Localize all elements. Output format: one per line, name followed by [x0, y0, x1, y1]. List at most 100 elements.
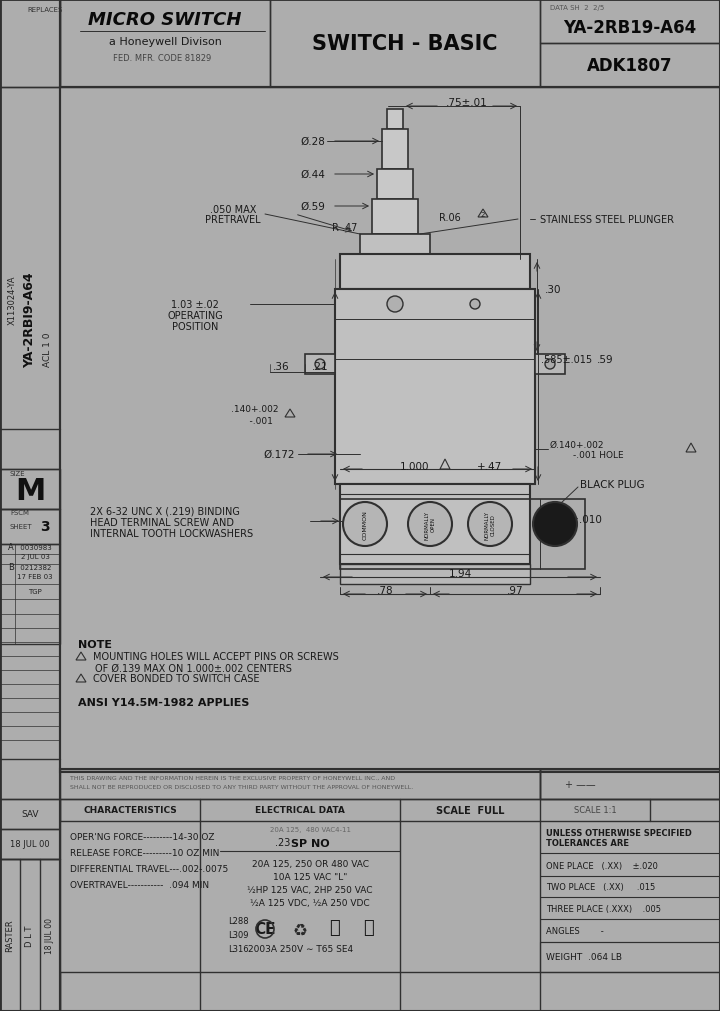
- Circle shape: [468, 502, 512, 547]
- Text: THIS DRAWING AND THE INFORMATION HEREIN IS THE EXCLUSIVE PROPERTY OF HONEYWELL I: THIS DRAWING AND THE INFORMATION HEREIN …: [70, 774, 395, 779]
- Text: PRETRAVEL: PRETRAVEL: [205, 214, 261, 224]
- Bar: [60, 0, 270, 88]
- Circle shape: [545, 360, 555, 370]
- Bar: [60, 88, 720, 772]
- Text: OF Ø.139 MAX ON 1.000±.002 CENTERS: OF Ø.139 MAX ON 1.000±.002 CENTERS: [95, 663, 292, 673]
- Text: 2: 2: [481, 211, 485, 217]
- Circle shape: [470, 299, 480, 309]
- Bar: [0, 510, 60, 545]
- Text: L316: L316: [228, 944, 248, 953]
- Text: Ⓤ: Ⓤ: [330, 918, 341, 936]
- Bar: [382, 129, 408, 170]
- Text: .78: .78: [377, 585, 393, 595]
- Text: -.001 HOLE: -.001 HOLE: [550, 451, 624, 460]
- Text: MICRO SWITCH: MICRO SWITCH: [89, 11, 242, 29]
- Text: SHALL NOT BE REPRODUCED OR DISCLOSED TO ANY THIRD PARTY WITHOUT THE APPROVAL OF : SHALL NOT BE REPRODUCED OR DISCLOSED TO …: [70, 785, 413, 790]
- Bar: [377, 170, 413, 200]
- Text: R .47: R .47: [333, 222, 358, 233]
- Bar: [387, 110, 403, 129]
- Text: 1.94: 1.94: [449, 568, 472, 578]
- Bar: [0, 800, 60, 829]
- Text: .97: .97: [507, 585, 523, 595]
- Text: NORMALLY
OPEN: NORMALLY OPEN: [425, 510, 436, 539]
- Text: X113024-YA: X113024-YA: [7, 275, 17, 325]
- Text: THREE PLACE (.XXX)    .005: THREE PLACE (.XXX) .005: [546, 905, 661, 914]
- Text: L288: L288: [228, 917, 248, 926]
- Text: .36: .36: [274, 362, 290, 372]
- Text: Ø.172: Ø.172: [264, 450, 295, 460]
- Bar: [0, 469, 60, 510]
- Circle shape: [533, 502, 577, 547]
- Circle shape: [408, 502, 452, 547]
- Text: .23: .23: [275, 837, 290, 847]
- Text: FED. MFR. CODE 81829: FED. MFR. CODE 81829: [113, 54, 211, 63]
- Text: .140+.002: .140+.002: [231, 405, 279, 415]
- Text: Ø.28: Ø.28: [300, 136, 325, 147]
- Text: SHEET: SHEET: [10, 524, 32, 530]
- Text: NOTE: NOTE: [78, 639, 112, 649]
- Text: TOLERANCES ARE: TOLERANCES ARE: [546, 839, 629, 847]
- Text: SWITCH - BASIC: SWITCH - BASIC: [312, 34, 498, 54]
- Text: .30: .30: [545, 285, 562, 295]
- Text: STAINLESS STEEL PLUNGER: STAINLESS STEEL PLUNGER: [540, 214, 674, 224]
- Text: NORMALLY
CLOSED: NORMALLY CLOSED: [485, 510, 495, 539]
- Text: 18 JUL 00: 18 JUL 00: [10, 840, 50, 848]
- Text: .687±.010: .687±.010: [548, 515, 603, 525]
- Text: REPLACES: REPLACES: [27, 7, 63, 13]
- Bar: [0, 545, 60, 644]
- Text: SCALE 1:1: SCALE 1:1: [574, 806, 616, 815]
- Text: SAV: SAV: [22, 810, 39, 819]
- Text: 2 JUL 03: 2 JUL 03: [21, 553, 50, 559]
- Bar: [540, 0, 720, 43]
- Text: HEAD TERMINAL SCREW AND: HEAD TERMINAL SCREW AND: [90, 518, 234, 528]
- Text: 20A 125, 250 OR 480 VAC: 20A 125, 250 OR 480 VAC: [251, 859, 369, 868]
- Text: ACL 1 0: ACL 1 0: [43, 333, 53, 367]
- Text: CHARACTERISTICS: CHARACTERISTICS: [83, 806, 177, 815]
- Text: .050 MAX: .050 MAX: [210, 205, 256, 214]
- Bar: [340, 484, 530, 564]
- Text: SIZE: SIZE: [10, 470, 26, 476]
- Text: POSITION: POSITION: [172, 321, 218, 332]
- Text: COMMON: COMMON: [362, 510, 367, 540]
- Text: L309: L309: [228, 930, 248, 939]
- Bar: [60, 0, 720, 88]
- Bar: [535, 355, 565, 375]
- Text: SCALE  FULL: SCALE FULL: [436, 805, 504, 815]
- Text: Ø.59: Ø.59: [300, 202, 325, 211]
- Text: 18 JUL 00: 18 JUL 00: [45, 917, 55, 953]
- Text: OPERATING: OPERATING: [167, 310, 223, 320]
- Text: RELEASE FORCE---------10 OZ MIN: RELEASE FORCE---------10 OZ MIN: [70, 848, 220, 857]
- Text: 2003A 250V ∼ T65 SE4: 2003A 250V ∼ T65 SE4: [248, 944, 353, 953]
- Bar: [0, 829, 60, 859]
- Text: ANSI Y14.5M-1982 APPLIES: ANSI Y14.5M-1982 APPLIES: [78, 698, 249, 708]
- Bar: [340, 255, 530, 290]
- Bar: [0, 0, 60, 88]
- Text: R.06: R.06: [439, 212, 461, 222]
- Bar: [60, 972, 720, 1011]
- Text: ½A 125 VDC, ½A 250 VDC: ½A 125 VDC, ½A 250 VDC: [250, 899, 370, 908]
- Bar: [60, 769, 540, 800]
- Text: ELECTRICAL DATA: ELECTRICAL DATA: [255, 806, 345, 815]
- Text: INTERNAL TOOTH LOCKWASHERS: INTERNAL TOOTH LOCKWASHERS: [90, 529, 253, 539]
- Text: a Honeywell Divison: a Honeywell Divison: [109, 37, 222, 47]
- Bar: [372, 200, 418, 235]
- Bar: [335, 290, 535, 484]
- Text: TWO PLACE   (.XX)     .015: TWO PLACE (.XX) .015: [546, 883, 655, 892]
- Text: 10A 125 VAC "L": 10A 125 VAC "L": [273, 872, 347, 882]
- Text: ONE PLACE   (.XX)    ±.020: ONE PLACE (.XX) ±.020: [546, 861, 658, 870]
- Text: +.47: +.47: [477, 462, 503, 471]
- Bar: [360, 235, 430, 255]
- Bar: [340, 564, 530, 584]
- Text: B: B: [8, 563, 14, 572]
- Text: 20A 125,  480 VAC4-11: 20A 125, 480 VAC4-11: [269, 826, 351, 832]
- Text: Ø.140+.002: Ø.140+.002: [550, 440, 605, 449]
- Bar: [540, 769, 720, 800]
- Text: RASTER: RASTER: [6, 919, 14, 951]
- Circle shape: [387, 296, 403, 312]
- Text: DIFFERENTIAL TRAVEL---.002-.0075: DIFFERENTIAL TRAVEL---.002-.0075: [70, 864, 228, 874]
- Text: M: M: [15, 477, 45, 506]
- Text: .75±.01: .75±.01: [446, 98, 488, 108]
- Text: .21: .21: [312, 362, 328, 372]
- Text: 0030983: 0030983: [18, 545, 52, 550]
- Text: SP NO: SP NO: [291, 838, 329, 848]
